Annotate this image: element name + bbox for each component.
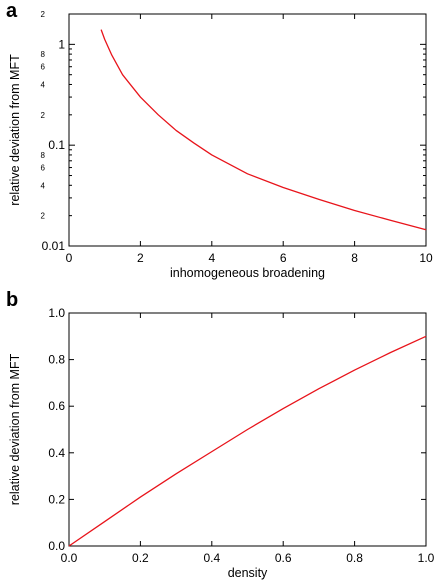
panel-a-y-tick-label: 0.01	[42, 239, 66, 253]
panel-a-x-tick-label: 6	[280, 251, 287, 265]
panel-a-y-tick-label: 0.1	[48, 138, 65, 152]
panel-a-y-minor-label: 6	[41, 63, 46, 72]
panel-a-x-tick-label: 10	[419, 251, 433, 265]
panel-a-y-minor-label: 6	[41, 164, 46, 173]
panel-b-x-tick-label: 0.0	[61, 551, 78, 565]
panel-a-x-tick-label: 4	[208, 251, 215, 265]
panel-a-y-minor-label: 2	[41, 212, 46, 221]
panel-b-y-tick-label: 0.0	[48, 539, 65, 553]
panel-a-y-minor-label: 2	[41, 111, 46, 120]
panel-a-plot-frame	[68, 13, 427, 247]
panel-a-y-minor-label: 8	[41, 50, 46, 59]
panel-b-y-tick-label: 0.8	[48, 353, 65, 367]
panel-b-y-tick-label: 1.0	[48, 306, 65, 320]
panel-b-x-tick-label: 0.8	[346, 551, 363, 565]
panel-b-plot-frame	[68, 312, 427, 547]
panel-a-x-tick-label: 2	[137, 251, 144, 265]
panel-b-x-tick-label: 0.2	[132, 551, 149, 565]
panel-a-y-axis-title: relative deviation from MFT	[8, 54, 22, 206]
panel-a-y-tick-label: 1	[58, 37, 65, 51]
panel-a-x-axis-title: inhomogeneous broadening	[170, 266, 325, 280]
panel-a-x-tick-label: 8	[351, 251, 358, 265]
panel-a-x-tick-label: 0	[66, 251, 73, 265]
panel-b-x-tick-label: 1.0	[418, 551, 435, 565]
panel-b-x-tick-label: 0.4	[203, 551, 220, 565]
panel-a-series-line	[100, 29, 427, 231]
panel-a-y-minor-label: 8	[41, 151, 46, 160]
panel-b-y-tick-label: 0.6	[48, 399, 65, 413]
panel-label-b: b	[6, 289, 19, 311]
panel-b-series-line	[68, 335, 427, 547]
panel-b-y-tick-label: 0.4	[48, 446, 65, 460]
panel-a-y-minor-label: 2	[41, 10, 46, 19]
panel-a-y-minor-label: 4	[41, 181, 46, 190]
panel-b-y-axis-title: relative deviation from MFT	[8, 353, 22, 505]
panel-a-y-minor-label: 4	[41, 80, 46, 89]
panel-b-x-tick-label: 0.6	[275, 551, 292, 565]
panel-label-a: a	[6, 0, 18, 22]
panel-b-x-axis-title: density	[228, 566, 268, 580]
panel-b-y-tick-label: 0.2	[48, 492, 65, 506]
